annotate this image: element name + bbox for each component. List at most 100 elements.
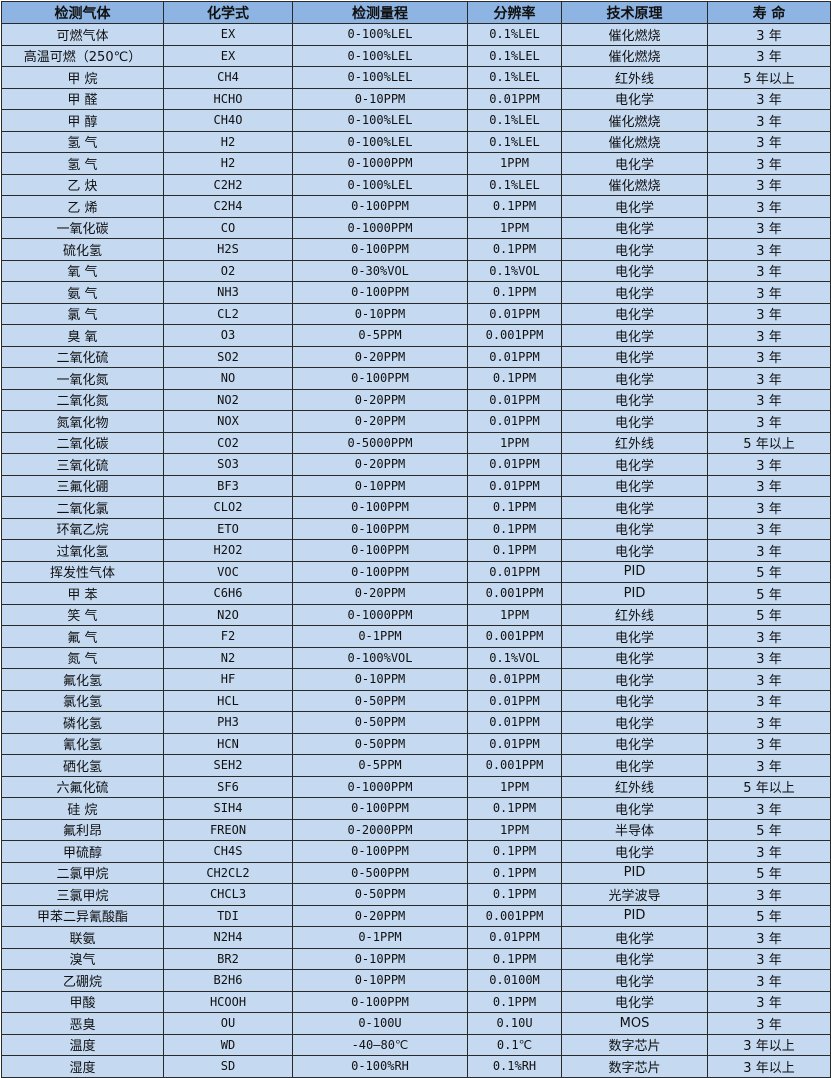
cell-lifespan: 3 年 [707,173,831,196]
cell-principle: 电化学 [561,496,708,519]
table-row: 高温可燃（250℃） EX 0-100%LEL 0.1%LEL 催化燃烧 3 年 [1,44,831,67]
cell-lifespan: 3 年 [707,625,831,648]
cell-formula: SF6 [163,775,293,798]
cell-range: 0-100%LEL [292,44,468,67]
cell-lifespan: 3 年 [707,410,831,433]
cell-gas: 乙硼烷 [1,969,164,992]
cell-principle: 红外线 [561,775,708,798]
column-header-range: 检测量程 [292,1,468,24]
cell-principle: 电化学 [561,969,708,992]
cell-resolution: 0.1PPM [467,797,562,820]
cell-resolution: 0.01PPM [467,474,562,497]
cell-lifespan: 3 年 [707,367,831,390]
cell-lifespan: 5 年 [707,904,831,927]
cell-range: 0-100PPM [292,990,468,1013]
cell-resolution: 1PPM [467,818,562,841]
cell-gas: 二氧化碳 [1,431,164,454]
cell-range: 0-1000PPM [292,603,468,626]
cell-formula: CH2CL2 [163,861,293,884]
cell-resolution: 0.0100M [467,969,562,992]
cell-lifespan: 3 年 [707,926,831,949]
cell-lifespan: 3 年 [707,259,831,282]
table-row: 环氧乙烷 ETO 0-100PPM 0.1PPM 电化学 3 年 [1,517,831,540]
cell-lifespan: 3 年 [707,238,831,261]
cell-range: 0-10PPM [292,302,468,325]
cell-resolution: 0.01PPM [467,388,562,411]
cell-principle: 电化学 [561,689,708,712]
cell-resolution: 0.1PPM [467,861,562,884]
cell-principle: 电化学 [561,410,708,433]
cell-principle: 电化学 [561,238,708,261]
cell-formula: H2S [163,238,293,261]
cell-gas: 氨 气 [1,281,164,304]
cell-lifespan: 5 年 [707,818,831,841]
cell-lifespan: 3 年 [707,496,831,519]
cell-gas: 氟 气 [1,625,164,648]
cell-resolution: 0.1PPM [467,840,562,863]
cell-principle: 电化学 [561,474,708,497]
cell-gas: 联氨 [1,926,164,949]
cell-resolution: 0.001PPM [467,625,562,648]
table-row: 甲 苯 C6H6 0-20PPM 0.001PPM PID 5 年 [1,582,831,605]
cell-resolution: 0.1PPM [467,238,562,261]
cell-principle: 电化学 [561,840,708,863]
table-row: 甲苯二异氰酸酯 TDI 0-20PPM 0.001PPM PID 5 年 [1,904,831,927]
cell-principle: 电化学 [561,990,708,1013]
cell-formula: F2 [163,625,293,648]
cell-principle: 电化学 [561,711,708,734]
cell-range: 0-100PPM [292,560,468,583]
cell-lifespan: 5 年以上 [707,66,831,89]
cell-principle: 电化学 [561,345,708,368]
table-row: 笑 气 N2O 0-1000PPM 1PPM 红外线 5 年 [1,603,831,626]
cell-formula: SO3 [163,453,293,476]
cell-gas: 三氧化硫 [1,453,164,476]
cell-principle: 催化燃烧 [561,109,708,132]
cell-range: 0-100%RH [292,1055,468,1078]
cell-principle: 电化学 [561,453,708,476]
cell-resolution: 1PPM [467,216,562,239]
cell-gas: 硫化氢 [1,238,164,261]
cell-principle: 电化学 [561,281,708,304]
cell-gas: 三氟化硼 [1,474,164,497]
cell-gas: 甲 醇 [1,109,164,132]
cell-resolution: 0.1PPM [467,883,562,906]
cell-range: 0-50PPM [292,711,468,734]
cell-gas: 可燃气体 [1,23,164,46]
cell-gas: 甲硫醇 [1,840,164,863]
table-header: 检测气体 化学式 检测量程 分辨率 技术原理寿 命 [1,1,831,24]
cell-resolution: 0.01PPM [467,87,562,110]
cell-gas: 一氧化氮 [1,367,164,390]
cell-formula: O3 [163,324,293,347]
cell-principle: 光学波导 [561,883,708,906]
cell-lifespan: 3 年 [707,130,831,153]
cell-resolution: 0.1%RH [467,1055,562,1078]
cell-lifespan: 3 年 [707,732,831,755]
cell-lifespan: 3 年 [707,689,831,712]
cell-range: 0-100%LEL [292,23,468,46]
cell-formula: ETO [163,517,293,540]
cell-formula: NH3 [163,281,293,304]
cell-lifespan: 3 年以上 [707,1055,831,1078]
header-row: 检测气体 化学式 检测量程 分辨率 技术原理寿 命 [1,1,831,24]
cell-gas: 挥发性气体 [1,560,164,583]
cell-formula: TDI [163,904,293,927]
cell-formula: H2O2 [163,539,293,562]
cell-lifespan: 3 年 [707,797,831,820]
cell-gas: 硒化氢 [1,754,164,777]
cell-gas: 环氧乙烷 [1,517,164,540]
cell-lifespan: 5 年 [707,582,831,605]
table-row: 二氧化碳 CO2 0-5000PPM 1PPM 红外线 5 年以上 [1,431,831,454]
cell-resolution: 0.1%LEL [467,130,562,153]
cell-formula: SIH4 [163,797,293,820]
cell-resolution: 1PPM [467,431,562,454]
cell-resolution: 0.1℃ [467,1033,562,1056]
cell-lifespan: 5 年 [707,861,831,884]
cell-formula: N2O [163,603,293,626]
cell-principle: 电化学 [561,732,708,755]
cell-range: 0-100%VOL [292,646,468,669]
cell-principle: 电化学 [561,302,708,325]
cell-resolution: 1PPM [467,775,562,798]
cell-range: 0-1PPM [292,926,468,949]
cell-resolution: 0.01PPM [467,453,562,476]
